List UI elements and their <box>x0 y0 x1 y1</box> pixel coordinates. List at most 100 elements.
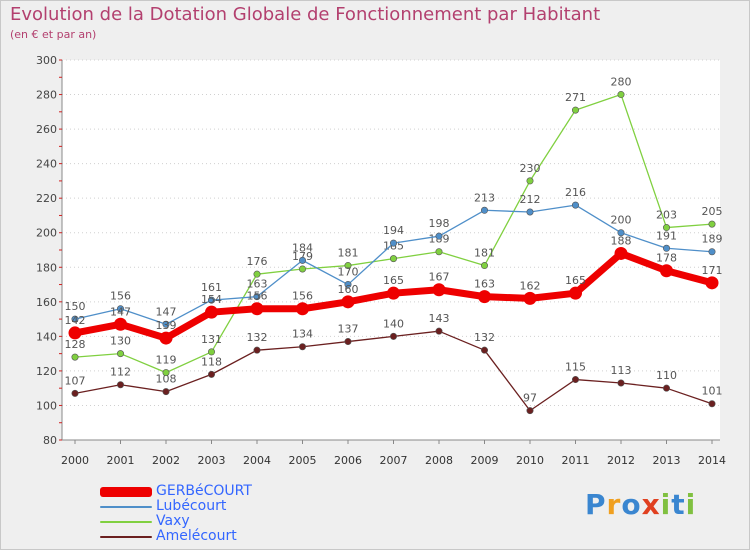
data-label: 156 <box>110 290 131 303</box>
y-tick-label: 280 <box>36 89 57 102</box>
data-point <box>208 296 216 304</box>
data-point <box>617 379 625 387</box>
data-point <box>298 343 306 351</box>
data-point <box>571 201 579 209</box>
x-tick-label: 2009 <box>471 454 499 467</box>
data-point <box>341 295 355 309</box>
data-label: 143 <box>429 312 450 325</box>
data-label: 131 <box>201 333 222 346</box>
data-label: 179 <box>292 250 313 263</box>
data-label: 280 <box>611 76 632 89</box>
data-label: 132 <box>474 331 495 344</box>
data-point <box>389 255 397 263</box>
data-point <box>253 346 261 354</box>
data-label: 188 <box>611 234 632 247</box>
data-point <box>480 262 488 270</box>
x-tick-label: 2010 <box>516 454 544 467</box>
data-label: 128 <box>65 338 86 351</box>
data-label: 194 <box>383 224 404 237</box>
data-label: 189 <box>702 233 723 246</box>
data-label: 205 <box>702 205 723 218</box>
data-point <box>526 177 534 185</box>
data-label: 181 <box>338 247 359 260</box>
data-point <box>526 407 534 415</box>
y-tick-label: 80 <box>43 434 57 447</box>
legend-label: GERBéCOURT <box>156 483 252 499</box>
proxiti-logo: Proxiti <box>585 488 696 521</box>
y-tick-label: 100 <box>36 399 57 412</box>
data-label: 142 <box>65 314 86 327</box>
data-label: 184 <box>292 241 313 254</box>
x-tick-label: 2004 <box>243 454 271 467</box>
data-label: 165 <box>383 274 404 287</box>
legend-swatch <box>100 505 152 508</box>
data-point <box>344 338 352 346</box>
chart-subtitle: (en € et par an) <box>10 28 97 41</box>
data-label: 134 <box>292 328 313 341</box>
data-point <box>162 320 170 328</box>
chart-title: Evolution de la Dotation Globale de Fonc… <box>10 4 601 25</box>
data-label: 132 <box>247 331 268 344</box>
data-point <box>523 291 537 305</box>
data-label: 118 <box>201 355 222 368</box>
data-point <box>117 381 125 389</box>
data-point <box>569 286 582 300</box>
data-point <box>71 315 79 323</box>
chart-legend: GERBéCOURT Lubécourt Vaxy Amelécourt <box>100 484 252 544</box>
data-label: 156 <box>292 290 313 303</box>
data-label: 216 <box>565 186 586 199</box>
data-label: 147 <box>156 305 177 318</box>
y-tick-label: 160 <box>36 296 57 309</box>
data-label: 156 <box>247 290 268 303</box>
x-tick-label: 2012 <box>607 454 635 467</box>
data-label: 198 <box>429 217 450 230</box>
data-point <box>662 384 670 392</box>
x-tick-label: 2003 <box>198 454 226 467</box>
data-point <box>117 305 125 313</box>
data-label: 160 <box>338 283 359 296</box>
data-point <box>387 286 400 300</box>
data-point <box>298 265 306 273</box>
data-point <box>344 262 352 270</box>
legend-swatch <box>100 520 152 523</box>
logo-letter: i <box>660 488 672 521</box>
x-tick-label: 2008 <box>425 454 453 467</box>
data-label: 101 <box>702 385 723 398</box>
data-label: 150 <box>65 300 86 313</box>
x-tick-label: 2002 <box>152 454 180 467</box>
data-point <box>617 91 625 99</box>
data-point <box>208 370 216 378</box>
x-tick-label: 2000 <box>61 454 89 467</box>
logo-letter: x <box>641 488 661 521</box>
data-label: 140 <box>383 317 404 330</box>
data-label: 137 <box>338 323 359 336</box>
data-point <box>162 388 170 396</box>
data-label: 191 <box>656 229 677 242</box>
legend-swatch <box>100 535 152 538</box>
y-tick-label: 260 <box>36 123 57 136</box>
x-tick-label: 2006 <box>334 454 362 467</box>
data-point <box>435 232 443 240</box>
data-label: 176 <box>247 255 268 268</box>
data-point <box>296 302 309 316</box>
data-point <box>250 302 264 316</box>
data-point <box>389 332 397 340</box>
data-point <box>159 331 173 345</box>
data-label: 163 <box>474 278 495 291</box>
data-label: 115 <box>565 361 586 374</box>
data-label: 139 <box>156 319 177 332</box>
data-point <box>205 305 218 319</box>
x-tick-label: 2011 <box>562 454 590 467</box>
data-point <box>708 248 716 256</box>
y-tick-label: 300 <box>36 54 57 67</box>
x-tick-label: 2014 <box>698 454 726 467</box>
y-tick-label: 200 <box>36 227 57 240</box>
plot-area <box>62 60 720 440</box>
legend-item: Vaxy <box>100 514 252 529</box>
data-label: 97 <box>523 392 537 405</box>
data-point <box>389 239 397 247</box>
logo-letter: i <box>685 488 697 521</box>
data-point <box>705 276 719 290</box>
data-point <box>662 244 670 252</box>
